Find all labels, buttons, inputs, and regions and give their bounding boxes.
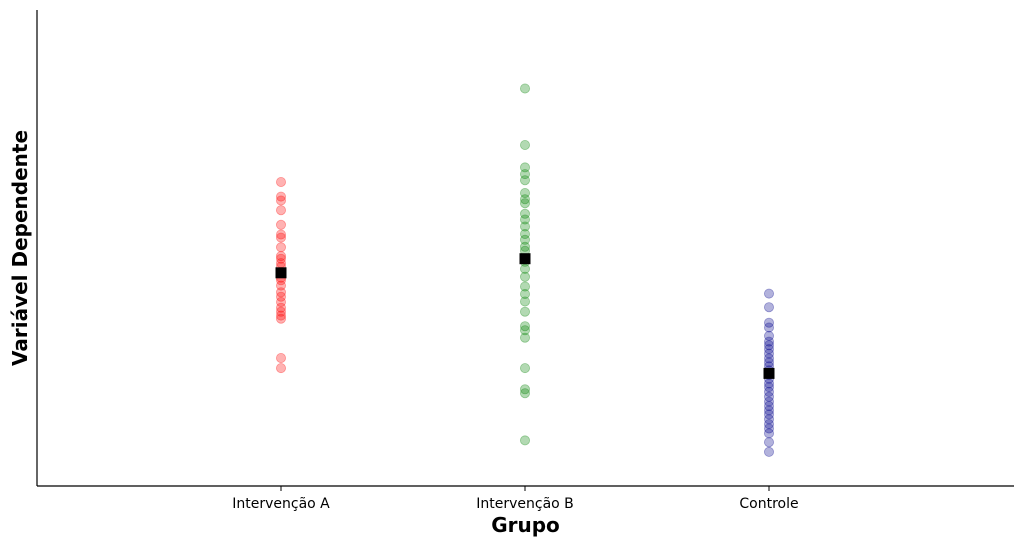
data-point bbox=[764, 414, 775, 425]
data-point bbox=[764, 386, 775, 397]
data-point bbox=[764, 344, 775, 355]
x-tick-label: Intervenção A bbox=[232, 496, 330, 512]
data-point bbox=[275, 253, 286, 264]
data-point bbox=[520, 241, 531, 252]
data-point bbox=[520, 198, 531, 209]
x-ticks: Intervenção A Intervenção B Controle bbox=[232, 486, 799, 512]
points-layer bbox=[275, 83, 775, 457]
data-point bbox=[275, 291, 286, 302]
data-point bbox=[520, 332, 531, 343]
data-point bbox=[275, 195, 286, 206]
data-point bbox=[520, 435, 531, 446]
data-point bbox=[275, 229, 286, 240]
data-point bbox=[764, 353, 775, 364]
series-2-points bbox=[520, 83, 531, 446]
data-point bbox=[275, 205, 286, 216]
data-point bbox=[764, 348, 775, 359]
data-point bbox=[764, 336, 775, 347]
x-tick-label: Intervenção B bbox=[476, 496, 574, 512]
mean-marker bbox=[275, 267, 287, 279]
data-point bbox=[520, 83, 531, 94]
plot-area: Intervenção A Intervenção B Controle bbox=[36, 10, 1014, 512]
data-point bbox=[764, 391, 775, 402]
data-point bbox=[520, 228, 531, 239]
mean-marker bbox=[763, 367, 775, 379]
data-point bbox=[520, 175, 531, 186]
data-point bbox=[275, 352, 286, 363]
data-point bbox=[764, 317, 775, 328]
data-point bbox=[764, 409, 775, 420]
data-point bbox=[275, 296, 286, 307]
data-point bbox=[275, 242, 286, 253]
data-point bbox=[275, 232, 286, 243]
x-axis-title: Grupo bbox=[491, 513, 560, 537]
data-point bbox=[275, 310, 286, 321]
data-point bbox=[520, 139, 531, 150]
data-point bbox=[520, 169, 531, 180]
data-point bbox=[520, 281, 531, 292]
mean-marker bbox=[519, 253, 531, 265]
data-point bbox=[520, 187, 531, 198]
data-point bbox=[764, 400, 775, 411]
data-point bbox=[275, 251, 286, 262]
data-point bbox=[275, 191, 286, 202]
data-point bbox=[520, 194, 531, 205]
data-point bbox=[764, 423, 775, 434]
data-point bbox=[764, 419, 775, 430]
data-point bbox=[275, 219, 286, 230]
data-point bbox=[764, 382, 775, 393]
data-point bbox=[520, 306, 531, 317]
data-point bbox=[520, 388, 531, 399]
data-point bbox=[764, 428, 775, 439]
data-point bbox=[764, 437, 775, 448]
data-point bbox=[764, 396, 775, 407]
data-point bbox=[764, 330, 775, 341]
data-point bbox=[275, 176, 286, 187]
data-point bbox=[764, 340, 775, 351]
data-point bbox=[520, 263, 531, 274]
data-point bbox=[275, 287, 286, 298]
data-point bbox=[520, 208, 531, 219]
data-point bbox=[764, 322, 775, 333]
data-point bbox=[275, 280, 286, 291]
data-point bbox=[520, 162, 531, 173]
data-point bbox=[275, 306, 286, 317]
means-layer bbox=[275, 253, 775, 379]
data-point bbox=[764, 288, 775, 299]
data-point bbox=[520, 214, 531, 225]
data-point bbox=[275, 302, 286, 313]
data-point bbox=[764, 405, 775, 416]
data-point bbox=[520, 325, 531, 336]
data-point bbox=[764, 357, 775, 368]
data-point bbox=[520, 321, 531, 332]
data-point bbox=[520, 234, 531, 245]
data-point bbox=[275, 363, 286, 374]
x-tick-label: Controle bbox=[739, 496, 798, 512]
data-point bbox=[764, 446, 775, 457]
data-point bbox=[520, 384, 531, 395]
data-point bbox=[520, 296, 531, 307]
data-point bbox=[520, 271, 531, 282]
data-point bbox=[520, 221, 531, 232]
data-point bbox=[275, 313, 286, 324]
data-point bbox=[520, 288, 531, 299]
y-axis-title: Variável Dependente bbox=[8, 130, 32, 366]
data-point bbox=[520, 363, 531, 374]
data-point bbox=[764, 302, 775, 313]
